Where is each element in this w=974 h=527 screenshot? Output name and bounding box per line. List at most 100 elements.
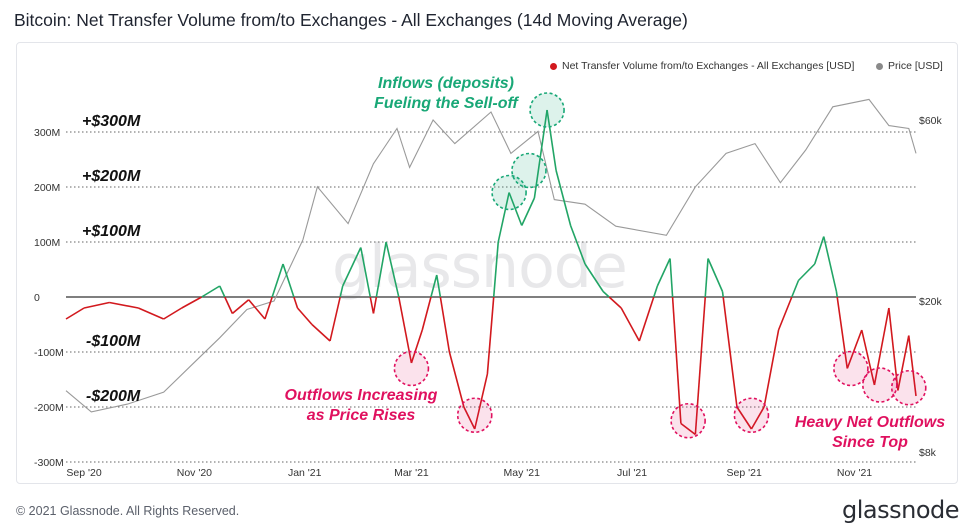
y-tick-label-left-0: 300M bbox=[34, 127, 60, 139]
x-tick-label-1: Nov '20 bbox=[177, 467, 212, 479]
series-net-transfer-segment-17b bbox=[375, 241, 387, 298]
series-net-transfer-segment-34 bbox=[584, 263, 604, 292]
series-net-transfer-segment-35b bbox=[608, 296, 622, 309]
series-net-transfer-segment-35a bbox=[602, 290, 610, 298]
series-net-transfer-segment-30 bbox=[533, 109, 548, 199]
series-price-line bbox=[65, 98, 917, 413]
legend-item-price[interactable]: Price [USD] bbox=[876, 60, 943, 72]
footer-copyright: © 2021 Glassnode. All Rights Reserved. bbox=[16, 504, 240, 518]
series-net-transfer-segment-21b bbox=[430, 274, 438, 298]
series-net-transfer-segment-24 bbox=[463, 406, 476, 430]
annotation-inflows: Inflows (deposits) Fueling the Sell-off bbox=[356, 74, 536, 114]
series-net-transfer-segment-53 bbox=[860, 329, 876, 386]
annotation-heavy-outflows: Heavy Net Outflows Since Top bbox=[780, 413, 960, 453]
series-net-transfer-segment-14b bbox=[339, 285, 344, 298]
series-net-transfer-segment-47a bbox=[777, 296, 793, 331]
y-tick-label-left-4: -100M bbox=[34, 347, 64, 359]
series-net-transfer-segment-28 bbox=[508, 192, 523, 226]
series-net-transfer-segment-51b bbox=[836, 296, 849, 369]
y-tick-label-left-2: 100M bbox=[34, 237, 60, 249]
series-net-transfer-segment-5a bbox=[181, 296, 203, 309]
series-net-transfer-segment-15 bbox=[341, 247, 362, 287]
y-tick-label-left-1: 200M bbox=[34, 182, 60, 194]
series-net-transfer-segment-57 bbox=[907, 335, 917, 397]
y-tick-label-left-6: -300M bbox=[34, 457, 64, 469]
series-net-transfer-segment-47b bbox=[791, 280, 800, 298]
series-net-transfer-segment-37b bbox=[653, 285, 659, 298]
series-net-transfer-segment-39b bbox=[671, 296, 682, 424]
series-net-transfer-segment-46 bbox=[763, 329, 780, 408]
series-net-transfer-segment-31 bbox=[546, 109, 557, 171]
series-net-transfer-segment-32 bbox=[555, 170, 572, 226]
x-tick-label-7: Nov '21 bbox=[837, 467, 872, 479]
series-net-transfer-segment-14a bbox=[329, 296, 341, 342]
series-net-transfer-segment-22a bbox=[435, 274, 442, 298]
series-net-transfer-segment-44 bbox=[736, 406, 753, 430]
series-net-transfer-segment-18 bbox=[385, 241, 400, 298]
series-net-transfer-segment-55 bbox=[888, 307, 899, 391]
series-net-transfer-segment-37a bbox=[638, 296, 655, 342]
series-net-transfer-segment-54 bbox=[873, 307, 890, 386]
series-net-transfer-segment-52 bbox=[846, 329, 863, 369]
series-net-transfer-segment-51a bbox=[835, 291, 838, 298]
series-net-transfer-segment-56 bbox=[897, 335, 910, 391]
series-net-transfer-segment-0 bbox=[65, 307, 85, 320]
series-net-transfer-segment-2 bbox=[109, 301, 139, 309]
level-label-plus-300: +$300M bbox=[82, 113, 141, 130]
series-net-transfer-segment-43b bbox=[722, 296, 738, 408]
annotation-outflows-line2: as Price Rises bbox=[306, 407, 416, 424]
series-net-transfer-segment-43a bbox=[721, 291, 724, 298]
legend-label-price: Price [USD] bbox=[888, 60, 943, 72]
highlight-circle-8 bbox=[862, 367, 898, 403]
series-net-transfer-segment-50 bbox=[822, 236, 838, 292]
series-net-transfer-segment-38 bbox=[656, 258, 671, 287]
highlight-circle-0 bbox=[491, 174, 527, 211]
x-tick-label-5: Jul '21 bbox=[617, 467, 647, 479]
annotation-outflows-line1: Outflows Increasing bbox=[284, 387, 438, 404]
annotation-heavy-line2: Since Top bbox=[832, 434, 908, 451]
series-net-transfer-segment-6 bbox=[201, 285, 221, 298]
y-tick-label-right-0: $60k bbox=[919, 115, 943, 127]
highlight-circle-4 bbox=[456, 397, 493, 434]
series-net-transfer-segment-13 bbox=[311, 323, 331, 342]
annotation-inflows-line1: Inflows (deposits) bbox=[378, 75, 514, 92]
legend-dot-price bbox=[876, 62, 883, 70]
series-net-transfer-segment-49 bbox=[813, 236, 825, 265]
series-net-transfer-segment-48 bbox=[797, 263, 816, 282]
highlight-circle-5 bbox=[670, 402, 706, 439]
series-net-transfer-segment-8 bbox=[231, 299, 250, 315]
annotation-inflows-line2: Fueling the Sell-off bbox=[374, 95, 518, 112]
legend-dot-net-transfer bbox=[550, 62, 557, 70]
series-net-transfer-segment-9 bbox=[248, 299, 266, 320]
series-net-transfer-segment-10b bbox=[271, 263, 284, 298]
series-net-transfer-segment-45 bbox=[750, 406, 765, 430]
series-net-transfer-segment-25 bbox=[473, 373, 489, 430]
series-net-transfer-segment-16b bbox=[369, 296, 375, 314]
level-label-plus-200: +$200M bbox=[82, 168, 141, 185]
series-net-transfer-segment-10a bbox=[264, 296, 273, 320]
level-label-minus-200: -$200M bbox=[86, 388, 141, 405]
series-net-transfer-segment-40 bbox=[680, 422, 696, 436]
legend-item-net-transfer[interactable]: Net Transfer Volume from/to Exchanges - … bbox=[550, 60, 854, 72]
x-tick-label-2: Jan '21 bbox=[288, 467, 322, 479]
y-tick-label-right-2: $8k bbox=[919, 447, 937, 459]
series-net-transfer-segment-26b bbox=[492, 241, 500, 298]
level-label-plus-100: +$100M bbox=[82, 223, 141, 240]
chart-title: Bitcoin: Net Transfer Volume from/to Exc… bbox=[14, 10, 688, 30]
series-net-transfer-segment-23 bbox=[448, 351, 465, 408]
annotation-outflows-increasing: Outflows Increasing as Price Rises bbox=[272, 386, 450, 426]
series-net-transfer-segment-21a bbox=[421, 296, 432, 331]
series-net-transfer-segment-11a bbox=[282, 263, 295, 298]
series-net-transfer-segment-3 bbox=[138, 307, 164, 320]
series-net-transfer-segment-41b bbox=[704, 258, 709, 298]
y-tick-label-left-5: -200M bbox=[34, 402, 64, 414]
highlight-circle-2 bbox=[529, 92, 565, 128]
series-net-transfer-segment-41a bbox=[694, 296, 707, 435]
chart-panel bbox=[16, 42, 958, 484]
series-net-transfer-segment-26a bbox=[486, 296, 495, 375]
x-tick-label-6: Sep '21 bbox=[727, 467, 762, 479]
x-tick-label-0: Sep '20 bbox=[66, 467, 101, 479]
y-tick-label-left-3: 0 bbox=[34, 292, 40, 304]
highlight-circle-7 bbox=[833, 350, 869, 387]
